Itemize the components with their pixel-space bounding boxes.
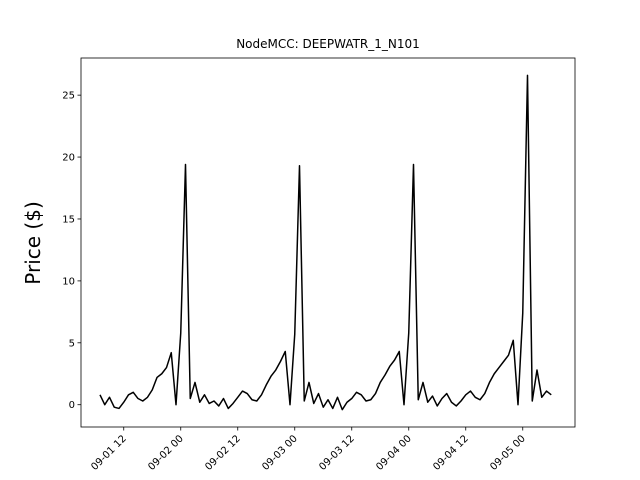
y-axis-label: Price ($) [21, 201, 45, 284]
plot-frame [80, 57, 576, 428]
x-tick-label: 09-04 12 [431, 433, 471, 473]
y-tick-label: 25 [62, 91, 75, 102]
price-line [99, 74, 552, 411]
y-tick-label: 20 [62, 153, 75, 164]
x-tick-label: 09-04 00 [374, 433, 414, 473]
y-tick-label: 5 [69, 338, 75, 349]
y-tick-label: 0 [69, 400, 75, 411]
x-tick-label: 09-02 00 [146, 433, 186, 473]
y-tick-label: 10 [62, 276, 75, 287]
x-tick-label: 09-02 12 [203, 433, 243, 473]
chart-title: NodeMCC: DEEPWATR_1_N101 [236, 37, 420, 51]
x-tick-label: 09-03 12 [317, 433, 357, 473]
x-tick-label: 09-03 00 [260, 433, 300, 473]
x-tick-label: 09-05 00 [488, 433, 528, 473]
x-tick-label: 09-01 12 [89, 433, 129, 473]
y-tick-label: 15 [62, 214, 75, 225]
